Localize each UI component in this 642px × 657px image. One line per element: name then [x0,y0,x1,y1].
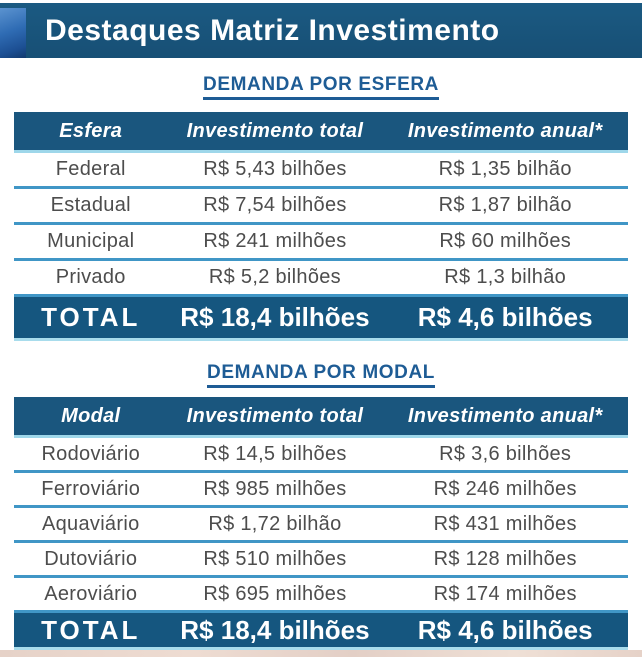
cell-investimento-anual: R$ 3,6 bilhões [439,442,572,465]
cell-investimento-anual: R$ 1,3 bilhão [444,266,567,288]
table-row-dutoviario: Dutoviário R$ 510 milhões R$ 128 milhões [14,543,628,578]
section-title-esfera: DEMANDA POR ESFERA [0,74,642,100]
cell-investimento-anual: R$ 1,87 bilhão [438,194,572,216]
table-row-aquaviario: Aquaviário R$ 1,72 bilhão R$ 431 milhões [14,508,628,543]
scan-artifact-strip [0,650,642,657]
cell-investimento-anual: R$ 246 milhões [433,477,577,500]
table-esfera: Esfera Investimento total Investimento a… [14,112,628,341]
table-row-municipal: Municipal R$ 241 milhões R$ 60 milhões [14,225,628,261]
table-header-row: Esfera Investimento total Investimento a… [14,112,628,153]
cell-investimento-total: R$ 695 milhões [203,582,347,605]
cell-investimento-total: R$ 5,43 bilhões [203,158,347,180]
table-header-row: Modal Investimento total Investimento an… [14,397,628,438]
row-label: Privado [55,266,126,288]
cell-investimento-anual: R$ 431 milhões [433,512,577,535]
cell-investimento-total: R$ 510 milhões [203,547,347,570]
row-label: Aquaviário [41,512,140,535]
row-label: Ferroviário [41,477,141,500]
cell-investimento-anual: R$ 128 milhões [433,547,577,570]
table-row-ferroviario: Ferroviário R$ 985 milhões R$ 246 milhõe… [14,473,628,508]
page-banner: Destaques Matriz Investimento [0,3,642,58]
total-label: TOTAL [41,302,141,332]
table-row-federal: Federal R$ 5,43 bilhões R$ 1,35 bilhão [14,153,628,189]
total-row-modal: TOTAL R$ 18,4 bilhões R$ 4,6 bilhões [14,613,628,650]
cell-investimento-anual: R$ 174 milhões [433,582,577,605]
total-investimento-total: R$ 18,4 bilhões [180,302,370,332]
column-header-investimento-anual: Investimento anual* [407,119,603,142]
cell-investimento-anual: R$ 1,35 bilhão [438,158,572,180]
total-investimento-total: R$ 18,4 bilhões [180,614,370,645]
row-label: Municipal [47,230,135,252]
total-label: TOTAL [41,614,141,645]
row-label: Aeroviário [44,582,138,605]
cell-investimento-total: R$ 14,5 bilhões [203,442,347,465]
cell-investimento-total: R$ 1,72 bilhão [208,512,342,535]
row-label: Federal [55,158,126,180]
table-row-rodoviario: Rodoviário R$ 14,5 bilhões R$ 3,6 bilhõe… [14,438,628,473]
table-row-privado: Privado R$ 5,2 bilhões R$ 1,3 bilhão [14,261,628,297]
row-label: Dutoviário [44,547,138,570]
page-title: Destaques Matriz Investimento [45,14,500,47]
total-investimento-anual: R$ 4,6 bilhões [417,614,593,645]
cell-investimento-anual: R$ 60 milhões [439,230,572,252]
row-label: Estadual [50,194,131,216]
row-label: Rodoviário [41,442,141,465]
column-header-modal: Modal [61,404,121,427]
column-header-investimento-anual: Investimento anual* [407,404,603,427]
table-row-aeroviario: Aeroviário R$ 695 milhões R$ 174 milhões [14,578,628,613]
section-title-modal: DEMANDA POR MODAL [0,362,642,388]
column-header-esfera: Esfera [59,119,123,142]
cell-investimento-total: R$ 241 milhões [203,230,347,252]
total-investimento-anual: R$ 4,6 bilhões [417,302,593,332]
table-modal: Modal Investimento total Investimento an… [14,397,628,650]
table-row-estadual: Estadual R$ 7,54 bilhões R$ 1,87 bilhão [14,189,628,225]
cell-investimento-total: R$ 5,2 bilhões [208,266,341,288]
total-row-esfera: TOTAL R$ 18,4 bilhões R$ 4,6 bilhões [14,297,628,341]
cover-photo-strip [0,8,26,58]
column-header-investimento-total: Investimento total [186,404,364,427]
cell-investimento-total: R$ 7,54 bilhões [203,194,347,216]
column-header-investimento-total: Investimento total [186,119,364,142]
cell-investimento-total: R$ 985 milhões [203,477,347,500]
